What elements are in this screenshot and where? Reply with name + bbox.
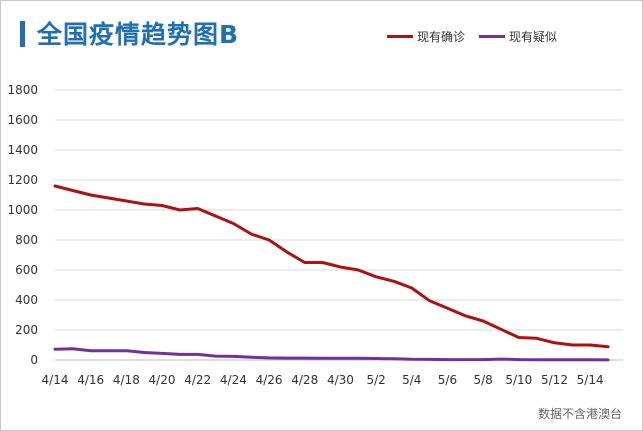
y-tick-label: 1000	[7, 203, 38, 217]
y-tick-label: 200	[15, 323, 38, 337]
x-tick-label: 4/14	[42, 373, 69, 387]
legend-item-suspected: 现有疑似	[479, 28, 557, 45]
x-tick-label: 5/8	[473, 373, 492, 387]
x-tick-label: 4/22	[184, 373, 211, 387]
legend-label-suspected: 现有疑似	[509, 30, 558, 44]
y-tick-label: 1800	[7, 83, 38, 97]
y-tick-label: 800	[15, 233, 38, 247]
legend-item-confirmed: 现有确诊	[387, 28, 465, 45]
y-tick-label: 400	[15, 293, 38, 307]
x-tick-label: 5/10	[505, 373, 532, 387]
source-note: 数据不含港澳台	[537, 407, 622, 421]
title-accent-bar	[20, 21, 25, 47]
y-tick-label: 600	[15, 263, 38, 277]
x-tick-label: 5/4	[402, 373, 421, 387]
x-tick-label: 4/20	[149, 373, 176, 387]
x-tick-label: 4/16	[77, 373, 104, 387]
legend-swatch-suspected	[479, 35, 505, 38]
x-tick-label: 4/28	[291, 373, 318, 387]
x-tick-label: 5/2	[366, 373, 385, 387]
x-tick-label: 4/30	[327, 373, 354, 387]
x-tick-label: 4/24	[220, 373, 247, 387]
x-tick-label: 5/14	[577, 373, 604, 387]
series-line-suspected	[53, 347, 610, 362]
series-line-confirmed	[53, 184, 610, 349]
legend-label-confirmed: 现有确诊	[417, 30, 466, 44]
y-tick-label: 1200	[7, 173, 38, 187]
y-tick-label: 0	[30, 353, 38, 367]
legend-swatch-confirmed	[387, 35, 413, 38]
x-tick-label: 4/18	[113, 373, 140, 387]
x-tick-label: 5/6	[438, 373, 457, 387]
y-tick-label: 1400	[7, 143, 38, 157]
y-tick-label: 1600	[7, 113, 38, 127]
chart-title: 全国疫情趋势图B	[37, 20, 240, 49]
x-tick-label: 4/26	[256, 373, 283, 387]
x-tick-label: 5/12	[541, 373, 568, 387]
